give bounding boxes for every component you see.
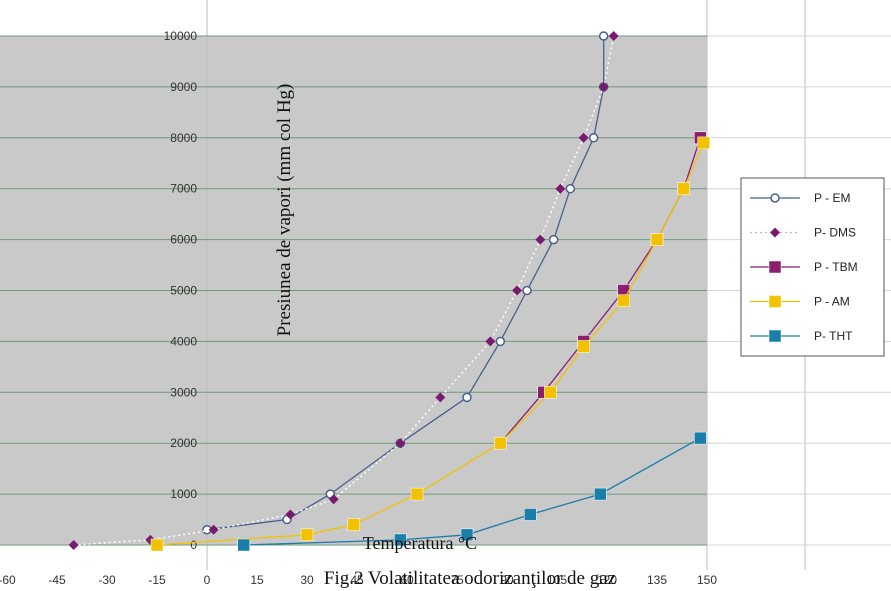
series-line [206, 36, 605, 531]
x-tick-label: 135 [647, 573, 667, 587]
p-am-point [617, 294, 630, 307]
legend-entry: P - EM [750, 191, 850, 205]
legend: P - EM P- DMS P - TBM P - AM P- THT [740, 177, 885, 357]
p-dms-point [598, 81, 609, 92]
x-tick-label: 30 [300, 573, 314, 587]
y-tick-label: 2000 [170, 436, 197, 450]
p-tht-point [394, 533, 407, 547]
y-tick-label: 1000 [170, 487, 197, 501]
y-tick-label: 0 [190, 538, 197, 552]
legend-entry: P - TBM [750, 260, 858, 274]
p-am-point [494, 436, 507, 450]
p-em-point [588, 133, 599, 143]
p-am-point [347, 518, 360, 531]
y-tick-label: 3000 [170, 385, 197, 399]
p-dms-point [535, 234, 546, 245]
legend-label: P - AM [814, 295, 850, 309]
x-tick-label: -45 [48, 573, 66, 587]
p-am-point [697, 136, 710, 150]
y-axis-label: Presiunea de vapori (mm col Hg) [274, 84, 295, 337]
p-em-point [462, 392, 472, 403]
y-tick-label: 7000 [170, 182, 197, 196]
legend-label: P - TBM [814, 260, 858, 274]
p-dms-point [485, 336, 496, 347]
x-tick-label: 105 [547, 573, 567, 587]
series-p-am [150, 136, 710, 552]
x-tick-label: 75 [450, 573, 464, 587]
x-tick-label: 45 [350, 573, 364, 587]
p-dms-point [578, 132, 589, 143]
y-tick-label: 10000 [164, 29, 198, 43]
legend-point [770, 227, 780, 238]
x-axis-label: Temperatura °C [363, 533, 477, 553]
y-axis-ticks: 0 1000 2000 3000 4000 5000 6000 7000 8000 9000 100… [164, 29, 198, 552]
p-am-point [410, 487, 424, 501]
y-tick-label: 8000 [170, 131, 197, 145]
p-tht-point [694, 431, 707, 445]
y-tick-label: 9000 [170, 80, 197, 94]
legend-entry: P - AM [750, 295, 850, 309]
p-am-point [577, 340, 590, 353]
p-dms-point [555, 183, 566, 194]
legend-point [768, 329, 782, 343]
x-tick-label: 150 [697, 573, 717, 587]
legend-point [768, 260, 782, 274]
p-dms-point [328, 494, 339, 505]
p-am-point [677, 182, 690, 195]
p-dms-point [68, 540, 79, 550]
legend-label: P- DMS [814, 226, 856, 240]
series-p-tht [237, 431, 707, 552]
p-em-point [598, 31, 609, 41]
x-tick-label: 90 [500, 573, 514, 587]
x-tick-label: 15 [250, 573, 264, 587]
p-tht-point [237, 538, 250, 552]
series-layer [68, 31, 710, 552]
series-line [73, 35, 615, 546]
p-em-point [522, 285, 532, 296]
p-dms-point [208, 524, 219, 535]
series-p-em [202, 31, 609, 535]
x-tick-label: -60 [0, 573, 16, 587]
p-em-point [495, 336, 506, 347]
p-dms-point [512, 285, 522, 296]
series-line [243, 437, 701, 546]
series-p-dms [68, 31, 619, 550]
p-tht-point [460, 528, 474, 542]
x-tick-label: 0 [204, 573, 211, 587]
x-tick-label: -30 [98, 573, 116, 587]
legend-label: P - EM [814, 191, 850, 205]
legend-entry: P- THT [750, 329, 853, 343]
legend-label: P- THT [814, 329, 853, 343]
p-am-point [650, 233, 664, 246]
x-tick-label: -15 [148, 573, 166, 587]
legend-point [770, 193, 780, 203]
x-tick-label: 60 [400, 573, 414, 587]
y-tick-label: 4000 [170, 334, 197, 348]
p-dms-point [608, 31, 619, 41]
legend-entry: P- DMS [750, 226, 856, 240]
p-dms-point [285, 509, 296, 520]
figure-caption: Fig.2 Volatilitatea odorizanţilor de gaz [324, 568, 616, 589]
p-dms-point [395, 438, 406, 449]
p-dms-point [435, 392, 446, 403]
p-em-point [565, 183, 576, 194]
p-tht-point [594, 487, 607, 501]
x-tick-label: 120 [597, 573, 617, 587]
x-axis-ticks: -60 -45 -30 -15 0 15 30 45 60 75 90 105 120 135 150 [0, 573, 717, 587]
y-tick-label: 6000 [170, 233, 197, 247]
y-tick-label: 5000 [170, 284, 197, 298]
p-am-point [544, 386, 557, 399]
legend-point [768, 295, 782, 308]
p-em-point [548, 234, 559, 245]
p-am-point [150, 538, 164, 552]
p-tht-point [524, 508, 537, 521]
p-am-point [300, 528, 314, 542]
